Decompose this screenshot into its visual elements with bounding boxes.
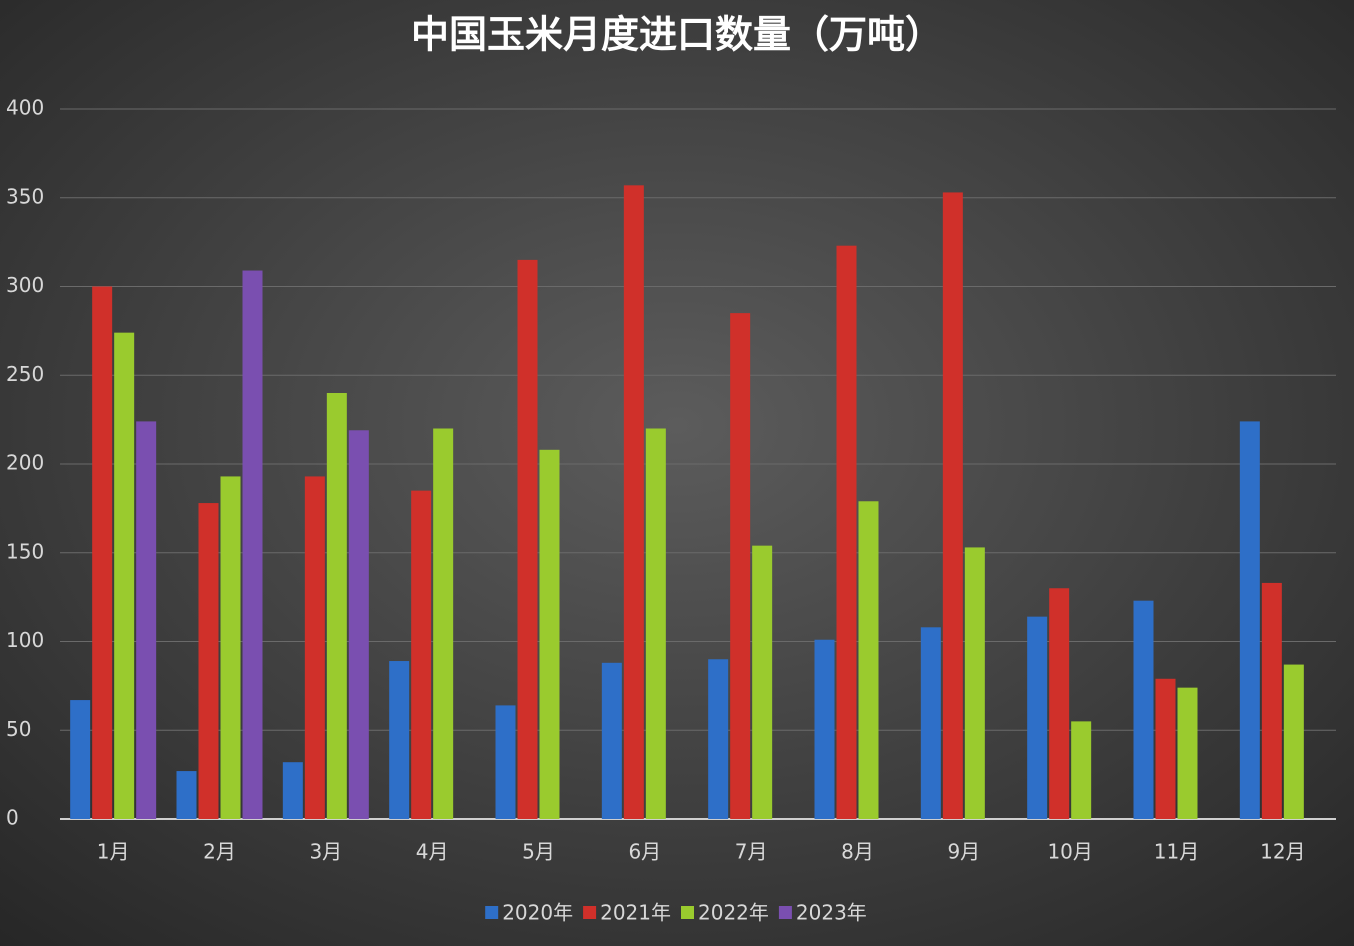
x-tick-label: 10月 [1047, 840, 1092, 864]
bar [623, 185, 644, 819]
bar [495, 705, 516, 819]
bar [601, 662, 622, 819]
y-tick-label: 0 [6, 806, 19, 830]
bar [1177, 687, 1198, 819]
bar [1049, 588, 1070, 819]
x-tick-label: 1月 [97, 840, 130, 864]
bar [70, 700, 91, 819]
y-tick-label: 300 [6, 273, 44, 297]
y-tick-label: 150 [6, 539, 44, 563]
x-tick-label: 9月 [947, 840, 980, 864]
bar [1283, 664, 1304, 819]
bar [1155, 678, 1176, 819]
bar [836, 245, 857, 820]
bar [282, 762, 303, 819]
bar [348, 430, 369, 819]
bar [136, 421, 157, 819]
bar [1071, 721, 1092, 819]
bar [858, 501, 879, 819]
y-tick-label: 100 [6, 628, 44, 652]
bar [645, 428, 666, 819]
bar [752, 545, 773, 819]
y-tick-label: 400 [6, 96, 44, 120]
bar [242, 270, 263, 819]
bar [389, 661, 410, 819]
y-tick-label: 200 [6, 451, 44, 475]
bar [814, 639, 835, 819]
x-tick-label: 3月 [309, 840, 342, 864]
bar [730, 313, 751, 819]
legend-label: 2020年 [502, 901, 573, 925]
x-tick-label: 6月 [628, 840, 661, 864]
bar [92, 286, 113, 819]
legend-label: 2022年 [698, 901, 769, 925]
y-tick-label: 350 [6, 184, 44, 208]
bar [433, 428, 454, 819]
x-tick-label: 12月 [1260, 840, 1305, 864]
legend-swatch [681, 906, 694, 919]
legend-swatch [485, 906, 499, 919]
x-tick-label: 2月 [203, 840, 236, 864]
bar [198, 503, 219, 819]
bar [411, 490, 432, 819]
bar [539, 449, 560, 819]
x-tick-label: 11月 [1154, 840, 1199, 864]
bar [1261, 582, 1282, 819]
bar [326, 393, 347, 819]
bar [708, 659, 729, 819]
x-tick-label: 8月 [841, 840, 874, 864]
bar [114, 332, 135, 819]
x-tick-label: 5月 [522, 840, 555, 864]
x-tick-label: 4月 [416, 840, 449, 864]
bar [304, 476, 325, 819]
legend-label: 2021年 [600, 901, 671, 925]
bar [1239, 421, 1260, 819]
bar [517, 259, 538, 819]
bar [942, 192, 963, 820]
bar [176, 771, 197, 819]
x-tick-label: 7月 [735, 840, 768, 864]
legend-swatch [583, 906, 597, 919]
bar [1133, 600, 1154, 819]
y-tick-label: 250 [6, 362, 44, 386]
bar [964, 547, 985, 819]
legend-label: 2023年 [796, 901, 867, 925]
y-tick-label: 50 [6, 717, 31, 741]
bar [920, 627, 941, 819]
bar [1027, 616, 1048, 819]
chart-title: 中国玉米月度进口数量（万吨） [411, 12, 943, 57]
legend-swatch [778, 906, 792, 919]
bar [220, 476, 241, 819]
